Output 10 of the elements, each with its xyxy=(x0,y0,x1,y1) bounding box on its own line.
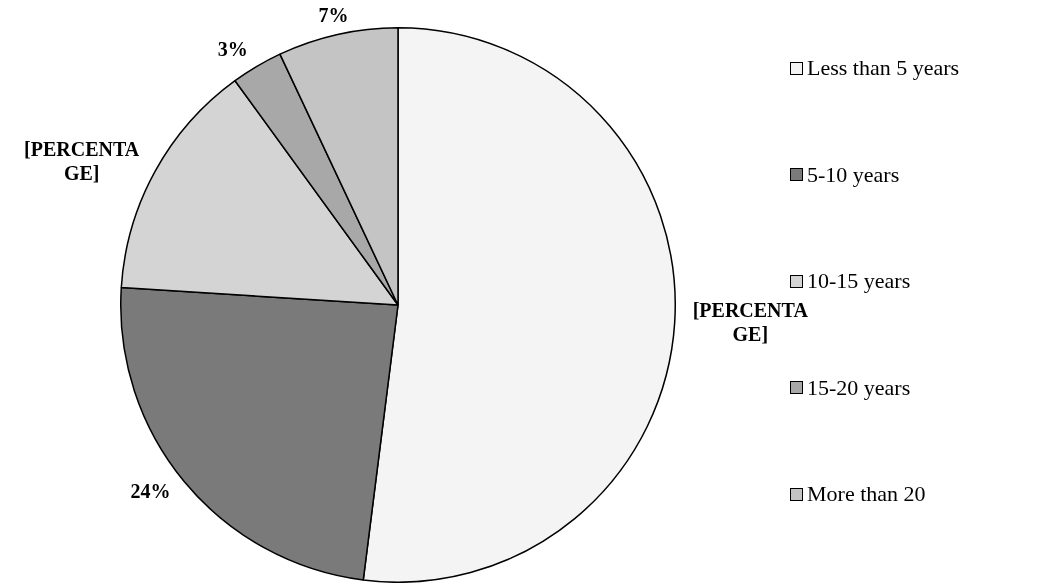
data-label: 7% xyxy=(318,4,349,27)
data-label: [PERCENTAGE] xyxy=(692,298,809,345)
legend-label: 5-10 years xyxy=(807,161,900,188)
data-label: [PERCENTAGE] xyxy=(24,137,140,184)
data-label: 24% xyxy=(130,480,171,503)
legend-label: Less than 5 years xyxy=(807,55,960,81)
legend-label: More than 20 xyxy=(807,481,926,507)
legend-label: 15-20 years xyxy=(807,374,911,401)
data-label: 3% xyxy=(217,38,248,61)
legend-label: 10-15 years xyxy=(807,268,911,294)
